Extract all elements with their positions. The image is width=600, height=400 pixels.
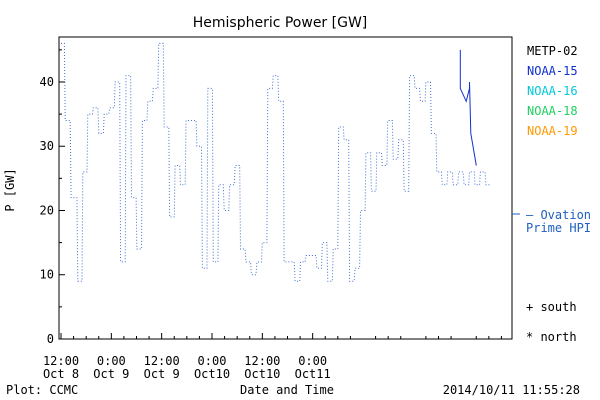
y-axis-label: P [GW]: [3, 168, 17, 211]
legend-ovation-line2: Prime HPI: [526, 221, 591, 235]
y-tick-label: 40: [40, 75, 54, 89]
y-tick-label: 30: [40, 139, 54, 153]
y-tick-label: 10: [40, 268, 54, 282]
x-tick-label-date: Oct10: [194, 367, 230, 381]
x-tick-label-time: 0:00: [198, 354, 227, 368]
legend-entry-noaa-19: NOAA-19: [527, 124, 578, 138]
series-line-noaa-15-spikes: [459, 49, 477, 166]
y-tick-label: 20: [40, 203, 54, 217]
x-tick-label-time: 12:00: [43, 354, 79, 368]
x-tick-label-time: 12:00: [244, 354, 280, 368]
chart-title: Hemispheric Power [GW]: [193, 15, 368, 31]
legend-ovation-line1: — Ovation: [526, 208, 591, 222]
x-tick-label-time: 0:00: [298, 354, 327, 368]
y-tick-label: 0: [47, 332, 54, 346]
x-tick-label-date: Oct 9: [144, 367, 180, 381]
x-axis-label: Date and Time: [240, 383, 334, 397]
legend-entry-noaa-15: NOAA-15: [527, 64, 578, 78]
y-axis: 0 10 20 30 40: [40, 49, 65, 346]
plot-frame: [58, 36, 513, 340]
series-line-noaa-15: [61, 42, 491, 282]
footer-timestamp: 2014/10/11 11:55:28: [443, 383, 580, 397]
x-tick-label-date: Oct11: [295, 367, 331, 381]
x-tick-label-date: Oct10: [244, 367, 280, 381]
legend-entry-noaa-18: NOAA-18: [527, 104, 578, 118]
x-tick-label-date: Oct 8: [43, 367, 79, 381]
legend-entry-noaa-16: NOAA-16: [527, 84, 578, 98]
x-tick-label-date: Oct 9: [93, 367, 129, 381]
footer-plot-source: Plot: CCMC: [6, 383, 78, 397]
legend-marker-1: * north: [526, 330, 577, 344]
legend-entry-metp-02: METP-02: [527, 44, 578, 58]
x-tick-label-time: 0:00: [97, 354, 126, 368]
series-layer: [61, 42, 491, 282]
legend: METP-02 NOAA-15 NOAA-16 NOAA-18 NOAA-19 — Ova…: [512, 44, 591, 344]
x-tick-label-time: 12:00: [144, 354, 180, 368]
legend-marker-0: + south: [526, 300, 577, 314]
